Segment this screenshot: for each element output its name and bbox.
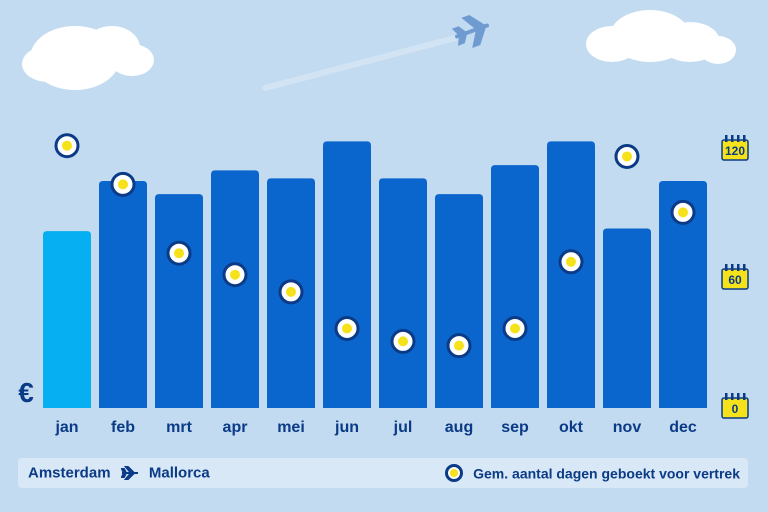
- x-tick-feb: feb: [111, 419, 135, 436]
- contrail: [262, 35, 458, 91]
- right-tick-label: 60: [728, 273, 742, 287]
- legend-label: Gem. aantal dagen geboekt voor vertrek: [473, 465, 740, 482]
- cloud-right-icon: [586, 10, 736, 64]
- right-tick-120: 120: [721, 135, 749, 161]
- x-tick-apr: apr: [223, 419, 248, 436]
- right-tick-0: 0: [721, 393, 749, 419]
- x-tick-mrt: mrt: [166, 419, 192, 436]
- right-tick-label: 120: [725, 144, 745, 158]
- destination-label: Mallorca: [148, 464, 210, 482]
- cloud-left-icon: [22, 26, 154, 90]
- days-marker-nov: [614, 143, 640, 169]
- days-marker-apr: [222, 262, 248, 288]
- days-marker-jan: [54, 133, 80, 159]
- x-tick-aug: aug: [445, 419, 473, 436]
- bar-mrt: [155, 194, 203, 408]
- days-marker-feb: [110, 171, 136, 197]
- days-marker-okt: [558, 249, 584, 275]
- days-marker-dec: [670, 199, 696, 225]
- x-tick-okt: okt: [559, 419, 584, 436]
- x-tick-jun: jun: [334, 419, 359, 436]
- legend-dot-icon: [445, 464, 464, 483]
- bar-nov: [603, 228, 651, 408]
- bar-jan: [43, 231, 91, 408]
- days-marker-jun: [334, 315, 360, 341]
- origin-label: Amsterdam: [28, 464, 111, 482]
- right-tick-60: 60: [721, 264, 749, 290]
- bar-okt: [547, 141, 595, 409]
- x-tick-jul: jul: [393, 419, 413, 436]
- plane-small-icon: [120, 466, 138, 481]
- x-tick-jan: jan: [54, 419, 78, 436]
- bar-sep: [491, 165, 539, 408]
- days-marker-aug: [446, 333, 472, 359]
- x-tick-nov: nov: [613, 419, 642, 436]
- airplane-icon: [451, 14, 490, 48]
- bar-jun: [323, 141, 371, 409]
- x-tick-dec: dec: [669, 419, 697, 436]
- days-marker-sep: [502, 315, 528, 341]
- currency-symbol: €: [18, 377, 34, 408]
- bar-aug: [435, 194, 483, 408]
- bar-dec: [659, 180, 707, 408]
- footer-bar: Amsterdam Mallorca Gem. aantal dagen geb…: [18, 458, 748, 488]
- bar-feb: [99, 180, 147, 408]
- bar-apr: [211, 170, 259, 408]
- days-marker-mei: [278, 279, 304, 305]
- legend: Gem. aantal dagen geboekt voor vertrek: [445, 464, 740, 483]
- bar-jul: [379, 178, 427, 408]
- route-label: Amsterdam Mallorca: [28, 464, 210, 482]
- days-marker-mrt: [166, 240, 192, 266]
- days-marker-jul: [390, 328, 416, 354]
- x-tick-mei: mei: [277, 419, 305, 436]
- x-tick-sep: sep: [501, 419, 529, 436]
- right-tick-label: 0: [732, 402, 739, 416]
